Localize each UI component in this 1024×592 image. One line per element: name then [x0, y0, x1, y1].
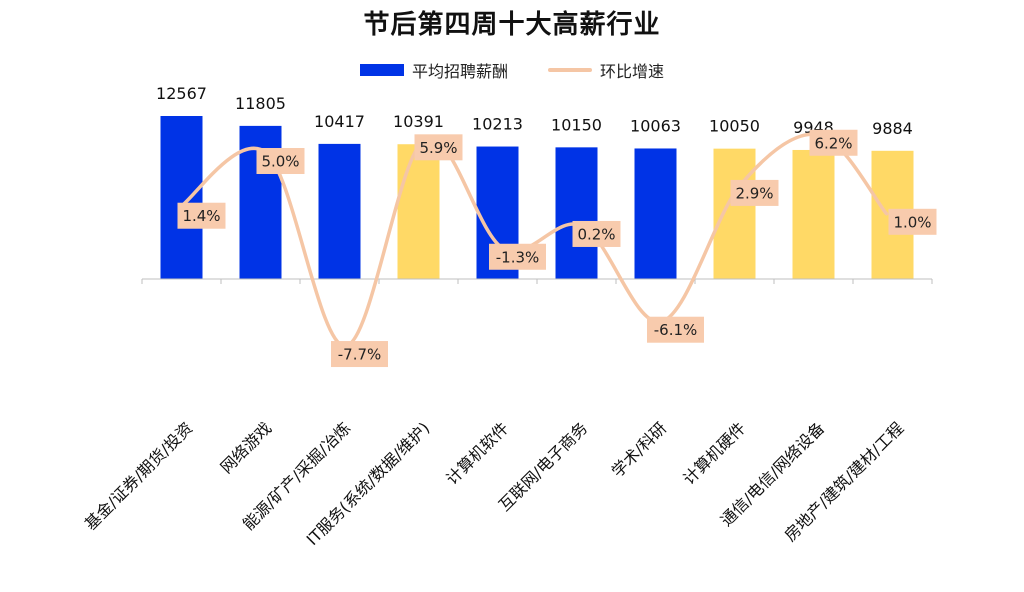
growth-label-box: [331, 341, 388, 368]
growth-value-label: 1.4%: [182, 207, 220, 225]
x-tick-label: 计算机硬件: [679, 418, 749, 488]
bar: [713, 148, 756, 279]
legend-label-salary: 平均招聘薪酬: [411, 62, 508, 81]
legend-swatch-line: [548, 68, 592, 72]
legend-swatch-bar: [359, 64, 404, 76]
x-tick-label: 学术/科研: [608, 418, 671, 481]
bar: [397, 144, 440, 279]
growth-value-label: -7.7%: [338, 346, 382, 364]
x-tick-label: 计算机软件: [442, 418, 512, 488]
bar-value-label: 10213: [472, 115, 523, 134]
bar: [555, 147, 598, 279]
legend-item-growth: 环比增速: [548, 58, 664, 82]
legend-item-salary: 平均招聘薪酬: [359, 58, 508, 82]
bar-value-label: 10050: [709, 117, 760, 136]
growth-label-box: [730, 179, 779, 206]
growth-label-box: [256, 148, 305, 174]
growth-label-box: [572, 220, 621, 247]
bar-value-label: 10063: [630, 116, 681, 135]
chart-title: 节后第四周十大高薪行业: [363, 10, 661, 40]
bar: [792, 149, 835, 279]
legend-label-growth: 环比增速: [600, 62, 665, 81]
growth-label-box: [809, 129, 858, 156]
bar: [160, 116, 203, 279]
growth-value-label: 0.2%: [577, 225, 615, 243]
bar-value-label: 12567: [156, 84, 207, 103]
bar-value-label: 10391: [393, 112, 444, 131]
growth-value-label: 5.0%: [261, 153, 299, 171]
growth-label-box: [414, 134, 463, 161]
growth-label-box: [888, 208, 937, 235]
bar: [634, 148, 677, 279]
x-tick-label: 基金/证券/期货/投资: [81, 418, 196, 533]
bar-value-label: 9884: [872, 119, 913, 138]
bar-value-label: 10417: [314, 112, 365, 131]
growth-value-label: 6.2%: [814, 134, 852, 152]
legend: 平均招聘薪酬 环比增速: [0, 58, 1024, 82]
growth-value-label: 5.9%: [419, 139, 457, 157]
growth-value-label: 1.0%: [893, 213, 931, 231]
bar: [318, 143, 361, 279]
growth-label-box: [489, 243, 546, 270]
x-tick-label: 网络游戏: [217, 418, 276, 477]
bar-value-label: 11805: [235, 94, 286, 113]
growth-value-label: -6.1%: [654, 321, 698, 339]
growth-label-box: [647, 316, 704, 343]
bar-value-label: 10150: [551, 115, 602, 134]
growth-value-label: 2.9%: [735, 184, 773, 202]
growth-value-label: -1.3%: [496, 248, 540, 266]
growth-label-box: [177, 202, 226, 229]
